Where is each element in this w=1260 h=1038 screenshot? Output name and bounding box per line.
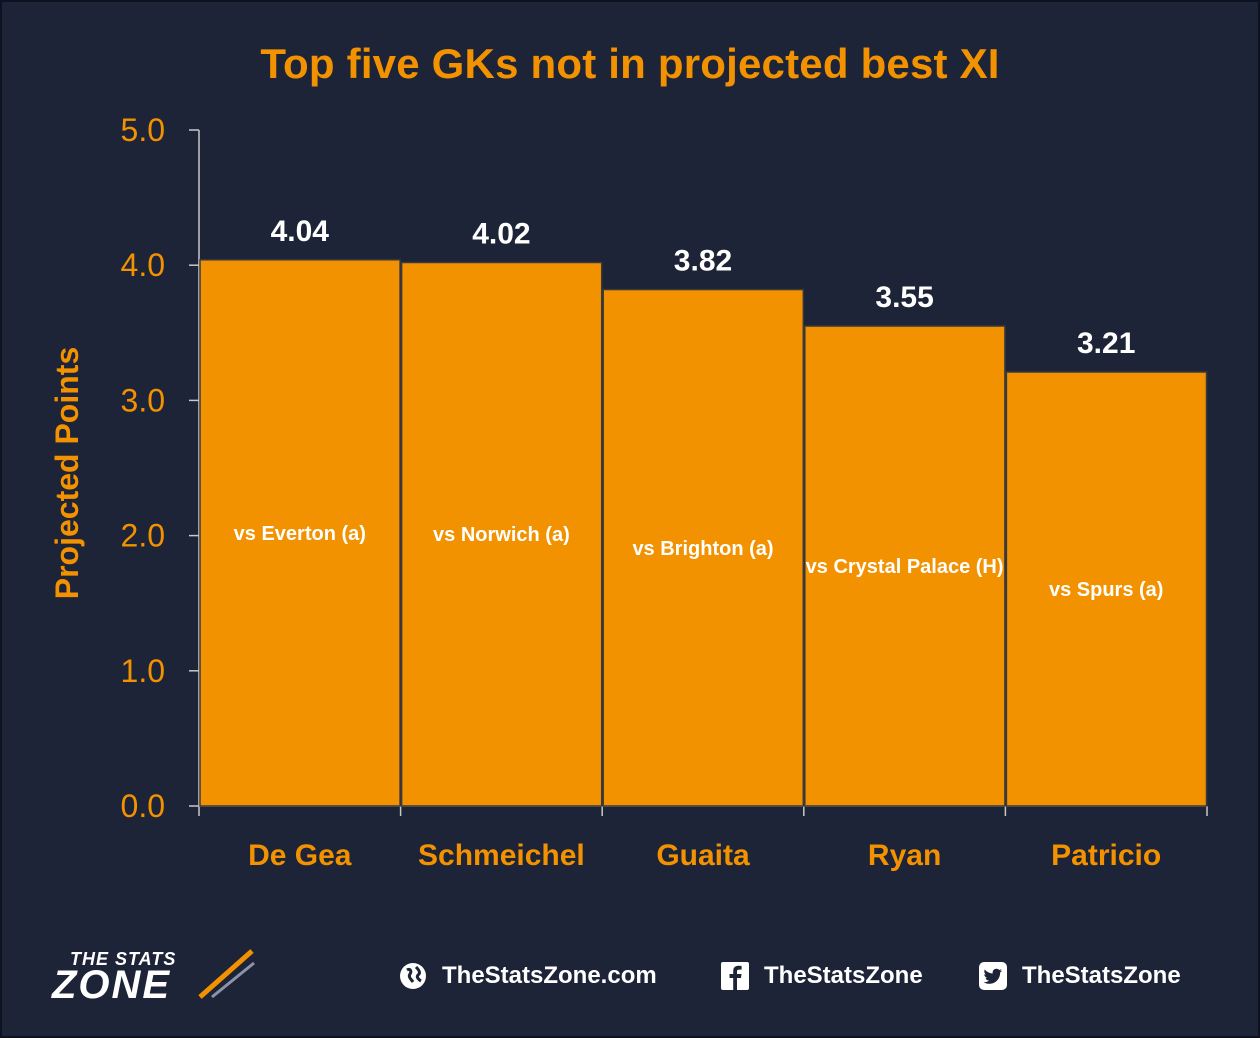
category-label: Patricio (1051, 839, 1161, 872)
facebook-icon (721, 962, 749, 990)
footer: THE STATS ZONE TheStatsZone.com TheStats… (0, 935, 1260, 1015)
website-text: TheStatsZone.com (442, 962, 657, 989)
bar-chart: 0.0 1.0 2.0 3.0 4.0 5.0 4.04 vs Everton (a) De … (49, 112, 1208, 872)
value-label: 4.04 (271, 215, 330, 248)
fixture-label: vs Spurs (a) (1049, 579, 1163, 601)
category-label: De Gea (248, 839, 352, 872)
globe-icon (400, 963, 426, 989)
fixture-label: vs Brighton (a) (632, 538, 773, 560)
stats-zone-logo: THE STATS ZONE (52, 945, 272, 1005)
bar-de gea (199, 259, 401, 807)
y-axis-label: Projected Points (49, 347, 85, 600)
logo-top-text: THE STATS (70, 949, 177, 969)
y-tick-label: 5.0 (121, 112, 165, 148)
y-tick-label: 4.0 (121, 247, 165, 283)
category-label: Schmeichel (418, 839, 585, 872)
value-label: 3.21 (1077, 327, 1135, 360)
bar-schmeichel (400, 261, 603, 807)
y-tick-label: 2.0 (121, 518, 165, 554)
logo-swoosh-icon (198, 949, 255, 999)
bars (199, 259, 1208, 807)
twitter-link[interactable]: TheStatsZone (978, 961, 1181, 991)
logo-main-text: ZONE (52, 963, 172, 1007)
twitter-text: TheStatsZone (1022, 962, 1181, 989)
fixture-label: vs Everton (a) (234, 523, 366, 545)
category-label: Ryan (868, 839, 941, 872)
bar-patricio (1005, 371, 1208, 807)
y-tick-label: 1.0 (121, 653, 165, 689)
y-tick-label: 3.0 (121, 382, 165, 418)
bar-guaita (602, 288, 805, 807)
twitter-icon (979, 962, 1007, 990)
facebook-text: TheStatsZone (764, 962, 923, 989)
fixture-label: vs Norwich (a) (433, 524, 570, 546)
value-label: 3.55 (875, 281, 933, 314)
y-tick-label: 0.0 (121, 788, 165, 824)
value-label: 3.82 (674, 245, 732, 278)
fixture-label: vs Crystal Palace (H) (806, 556, 1004, 578)
website-link[interactable]: TheStatsZone.com (398, 961, 657, 991)
category-label: Guaita (656, 839, 750, 872)
labels: 4.04 vs Everton (a) De Gea 4.02 vs Norwich (… (234, 215, 1164, 872)
value-label: 4.02 (472, 217, 530, 250)
chart-title: Top five GKs not in projected best XI (260, 40, 1000, 87)
bar-ryan (804, 325, 1006, 807)
facebook-link[interactable]: TheStatsZone (720, 961, 923, 991)
